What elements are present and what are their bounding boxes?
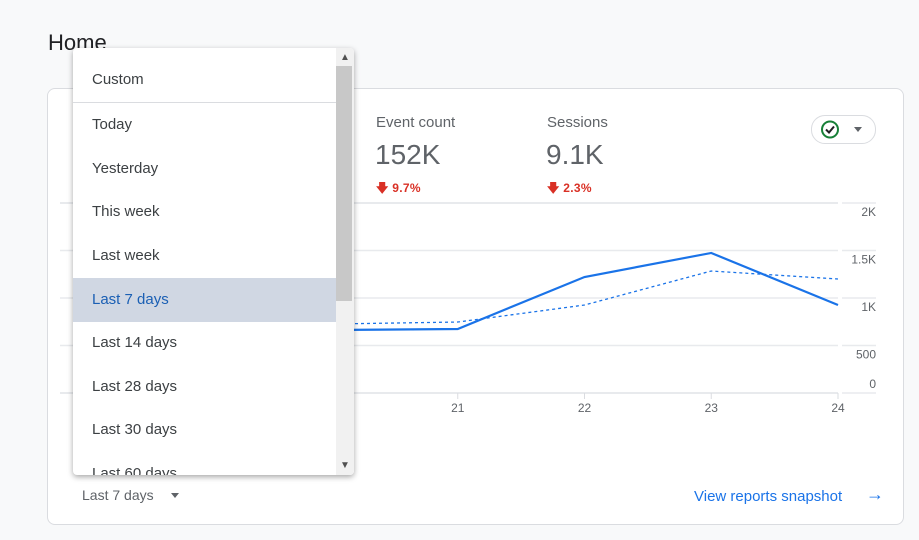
metric-label: Sessions bbox=[547, 114, 608, 131]
menu-item[interactable]: Today bbox=[92, 116, 133, 133]
series-line-current bbox=[330, 251, 839, 332]
menu-item[interactable]: Custom bbox=[92, 71, 144, 88]
menu-item[interactable]: This week bbox=[92, 203, 160, 220]
view-reports-snapshot-link[interactable]: View reports snapshot bbox=[694, 488, 843, 505]
menu-item[interactable]: Last 60 days bbox=[92, 465, 178, 475]
arrow-down-icon: 🡇 bbox=[547, 181, 560, 195]
y-tick-label: 1K bbox=[861, 300, 876, 314]
metric-change-value: 2.3% bbox=[563, 181, 592, 195]
arrow-right-icon[interactable]: → bbox=[866, 484, 884, 504]
scrollbar-thumb[interactable] bbox=[336, 66, 352, 301]
x-tick-label: 22 bbox=[578, 401, 592, 415]
metric-change: 🡇 9.7% bbox=[376, 179, 421, 200]
series-line-comparison bbox=[330, 270, 839, 325]
compare-button[interactable] bbox=[811, 115, 876, 144]
menu-item[interactable]: Last 30 days bbox=[92, 421, 178, 438]
metric-change: 🡇 2.3% bbox=[547, 179, 592, 200]
date-range-button[interactable]: Last 7 days bbox=[82, 487, 154, 503]
check-circle-icon bbox=[821, 120, 862, 139]
divider bbox=[73, 102, 336, 103]
x-tick-label: 23 bbox=[705, 401, 719, 415]
metric-value: 152K bbox=[375, 139, 441, 170]
scroll-up-icon[interactable]: ▲ bbox=[340, 52, 350, 63]
scroll-down-icon[interactable]: ▼ bbox=[340, 460, 350, 471]
menu-item[interactable]: Yesterday bbox=[92, 160, 159, 177]
menu-item[interactable]: Last 14 days bbox=[92, 334, 178, 351]
x-tick-label: 24 bbox=[831, 401, 845, 415]
metric-label: Event count bbox=[376, 114, 456, 131]
metric-change-value: 9.7% bbox=[392, 181, 421, 195]
arrow-down-icon: 🡇 bbox=[376, 181, 389, 195]
y-tick-label: 2K bbox=[861, 205, 876, 219]
x-tick-label: 21 bbox=[451, 401, 465, 415]
caret-down-icon bbox=[854, 127, 862, 132]
metric-value: 9.1K bbox=[546, 139, 604, 170]
menu-item[interactable]: Last 7 days bbox=[73, 278, 336, 322]
y-tick-label: 1.5K bbox=[851, 253, 876, 267]
date-range-menu: Custom Today Yesterday This week Last week La… bbox=[73, 48, 354, 475]
y-tick-label: 0 bbox=[869, 377, 876, 391]
menu-item[interactable]: Last 28 days bbox=[92, 378, 178, 395]
caret-down-icon[interactable] bbox=[171, 493, 179, 498]
y-tick-label: 500 bbox=[856, 348, 876, 362]
menu-item[interactable]: Last week bbox=[92, 247, 160, 264]
